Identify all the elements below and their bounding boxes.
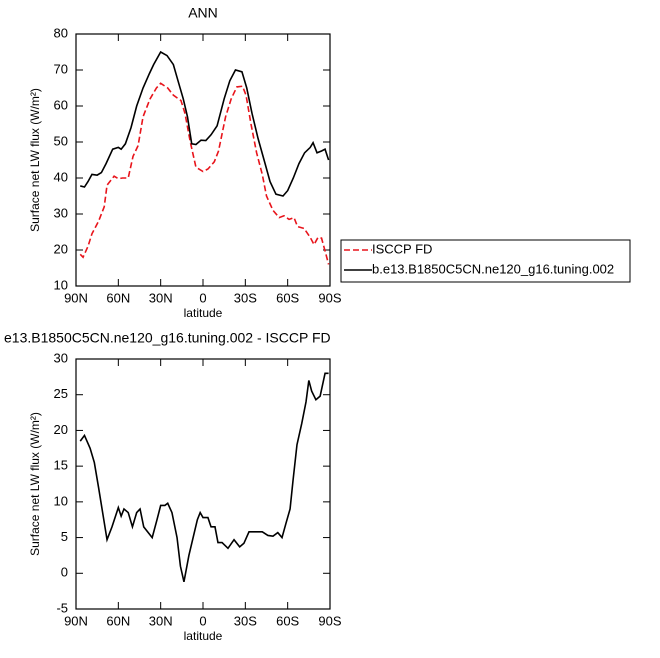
data-line (79, 82, 330, 265)
y-axis-label: Surface net LW flux (W/m²) (28, 88, 42, 232)
y-tick-label: 5 (61, 529, 68, 544)
y-tick-label: 10 (54, 277, 68, 292)
y-tick-label: 15 (54, 458, 68, 473)
y-tick-label: 25 (54, 386, 68, 401)
y-tick-label: 70 (54, 61, 68, 76)
chart-title: e13.B1850C5CN.ne120_g16.tuning.002 - ISC… (4, 330, 331, 346)
legend-box (340, 239, 631, 283)
y-tick-label: 0 (61, 565, 68, 580)
x-tick-label: 30S (234, 290, 257, 305)
data-line (79, 372, 329, 583)
y-tick-label: 20 (54, 241, 68, 256)
x-tick-label: 60S (276, 290, 299, 305)
y-tick-label: -5 (56, 600, 68, 615)
x-axis-label: latitude (184, 629, 223, 643)
x-tick-label: 0 (199, 613, 206, 628)
chart-title: ANN (188, 5, 218, 21)
x-tick-label: 90N (64, 613, 88, 628)
y-tick-label: 40 (54, 169, 68, 184)
x-tick-label: 90S (318, 290, 341, 305)
x-tick-label: 30S (234, 613, 257, 628)
y-tick-label: 10 (54, 493, 68, 508)
x-tick-label: 0 (199, 290, 206, 305)
y-tick-label: 30 (54, 205, 68, 220)
data-line (80, 50, 330, 197)
y-tick-label: 60 (54, 97, 68, 112)
x-tick-label: 60N (106, 613, 130, 628)
x-tick-label: 90S (318, 613, 341, 628)
y-tick-label: 20 (54, 422, 68, 437)
y-tick-label: 30 (54, 350, 68, 365)
legend-label: ISCCP FD (372, 241, 432, 256)
x-axis-label: latitude (184, 306, 223, 320)
x-tick-label: 60S (276, 613, 299, 628)
y-tick-label: 50 (54, 133, 68, 148)
y-tick-label: 80 (54, 25, 68, 40)
x-tick-label: 90N (64, 290, 88, 305)
y-axis-label: Surface net LW flux (W/m²) (28, 412, 42, 556)
x-tick-label: 30N (149, 613, 173, 628)
legend-label: b.e13.B1850C5CN.ne120_g16.tuning.002 (372, 261, 614, 276)
x-tick-label: 30N (149, 290, 173, 305)
plot-frame (75, 33, 331, 287)
x-tick-label: 60N (106, 290, 130, 305)
